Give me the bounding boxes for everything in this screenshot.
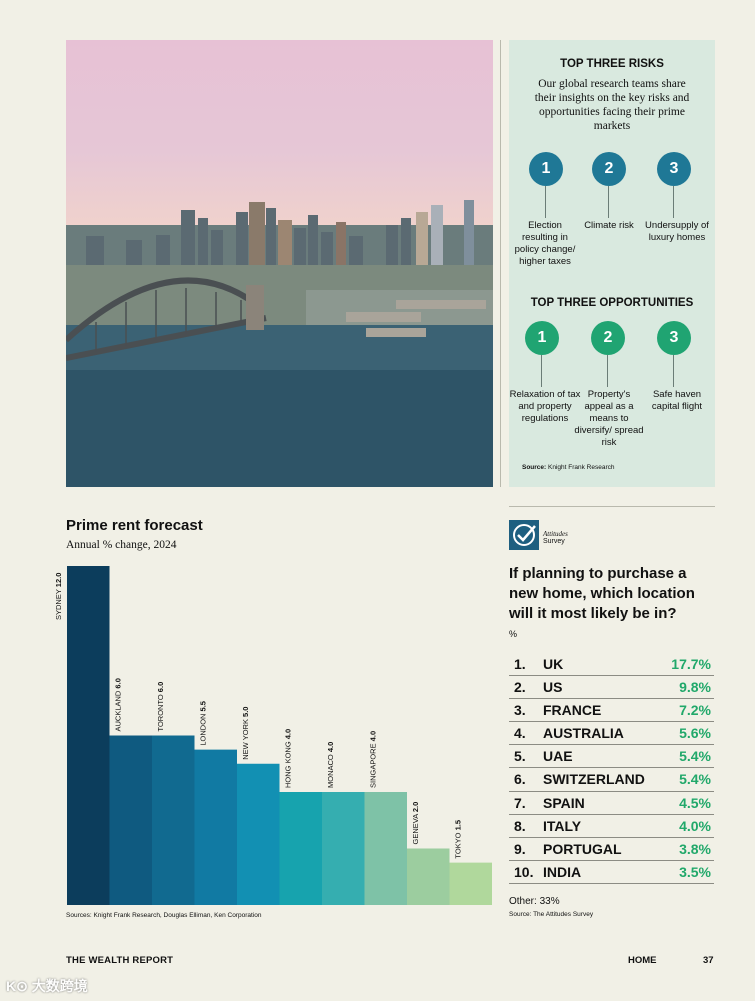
risk-1-badge: 1 — [529, 152, 563, 186]
survey-ranking-list: 1. UK 17.7% 2. US 9.8% 3. FRANCE 7.2% 4. AUSTRA… — [509, 653, 714, 884]
risk-3-stem — [673, 186, 674, 218]
chart-source: Sources: Knight Frank Research, Douglas … — [66, 912, 262, 919]
list-item: 5. UAE 5.4% — [509, 745, 714, 769]
survey-source: Source: The Attitudes Survey — [509, 911, 594, 918]
opportunity-2-badge: 2 — [591, 321, 625, 355]
publication-title: THE WEALTH REPORT — [66, 955, 174, 966]
logo-text: Attitudes Survey — [543, 530, 568, 545]
bar-monaco — [322, 792, 365, 905]
opportunity-1-badge: 1 — [525, 321, 559, 355]
watermark: K⊙ 大数跨境 — [6, 978, 88, 994]
panel-source: Source: Knight Frank Research — [522, 464, 615, 471]
bar-london — [194, 749, 237, 905]
bar-label-singapore: SINGAPORE 4.0 — [369, 731, 378, 788]
bar-sydney — [67, 566, 110, 905]
opportunity-2-stem — [607, 355, 608, 387]
bar-label-toronto: TORONTO 6.0 — [156, 682, 165, 732]
risk-2-stem — [608, 186, 609, 218]
list-item: 2. US 9.8% — [509, 676, 714, 700]
bar-singapore — [364, 792, 407, 905]
check-circle-icon — [513, 524, 536, 546]
list-item: 8. ITALY 4.0% — [509, 815, 714, 838]
risk-3-label: Undersupply of luxury homes — [645, 220, 709, 243]
chart-subtitle: Annual % change, 2024 — [66, 539, 177, 551]
risks-opportunities-panel: TOP THREE RISKS Our global research team… — [509, 40, 715, 487]
risk-2-badge: 2 — [592, 152, 626, 186]
opportunity-3-stem — [673, 355, 674, 387]
opportunity-3-badge: 3 — [657, 321, 691, 355]
bar-toronto — [152, 735, 195, 905]
bar-label-geneva: GENEVA 2.0 — [411, 802, 420, 845]
risk-3-badge: 3 — [657, 152, 691, 186]
bar-label-hong-kong: HONG KONG 4.0 — [284, 729, 293, 788]
list-item: 10. INDIA 3.5% — [509, 861, 714, 884]
bar-label-tokyo: TOKYO 1.5 — [454, 820, 463, 859]
bar-new-york — [237, 763, 280, 905]
risk-1-stem — [545, 186, 546, 218]
list-item: 6. SWITZERLAND 5.4% — [509, 768, 714, 792]
bar-geneva — [407, 848, 450, 905]
attitudes-survey-logo — [509, 520, 539, 550]
opportunity-1-label: Relaxation of tax and property regulatio… — [509, 389, 581, 424]
list-item: 4. AUSTRALIA 5.6% — [509, 722, 714, 746]
risks-intro: Our global research teams share their in… — [534, 78, 690, 132]
risks-title: TOP THREE RISKS — [560, 58, 664, 70]
chart-title: Prime rent forecast — [66, 517, 203, 534]
home-link[interactable]: HOME — [628, 955, 657, 966]
sydney-harbour-photo — [66, 40, 493, 487]
bar-label-sydney: SYDNEY 12.0 — [54, 573, 63, 620]
prime-rent-chart: SYDNEY 12.0 AUCKLAND 6.0 TORONTO 6.0 LONDON… — [54, 566, 492, 905]
risk-2-label: Climate risk — [584, 220, 634, 231]
survey-question: If planning to purchase a new home, whic… — [509, 565, 695, 622]
opportunities-title: TOP THREE OPPORTUNITIES — [530, 297, 694, 309]
survey-other: Other: 33% — [509, 896, 560, 907]
list-item: 3. FRANCE 7.2% — [509, 699, 714, 723]
survey-unit: % — [509, 629, 518, 639]
bar-label-london: LONDON 5.5 — [199, 701, 208, 746]
bar-auckland — [109, 735, 152, 905]
bar-label-new-york: NEW YORK 5.0 — [241, 707, 250, 760]
opportunity-2-label: Property's appeal as a means to diversif… — [574, 389, 644, 448]
page-number: 37 — [703, 955, 714, 966]
bar-label-monaco: MONACO 4.0 — [326, 742, 335, 788]
opportunity-1-stem — [541, 355, 542, 387]
risk-1-label: Election resulting in policy change/ hig… — [514, 220, 576, 267]
list-item: 1. UK 17.7% — [509, 653, 714, 677]
list-item: 9. PORTUGAL 3.8% — [509, 838, 714, 861]
list-item: 7. SPAIN 4.5% — [509, 792, 714, 815]
opportunity-3-label: Safe haven capital flight — [651, 389, 703, 412]
bar-hong-kong — [279, 792, 322, 905]
survey-divider — [509, 506, 715, 507]
column-divider — [500, 40, 501, 487]
bar-tokyo — [449, 862, 492, 905]
bar-label-auckland: AUCKLAND 6.0 — [114, 678, 123, 731]
